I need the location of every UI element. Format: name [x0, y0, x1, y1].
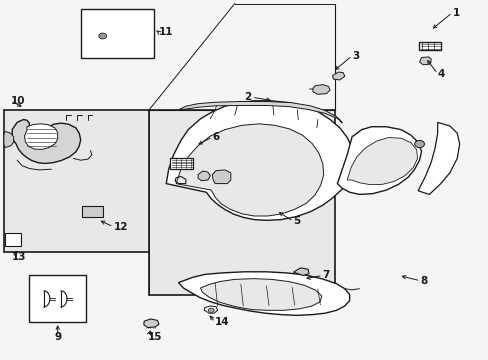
- Bar: [29, 275, 85, 322]
- Text: 3: 3: [351, 51, 359, 61]
- Bar: [82, 206, 102, 217]
- Polygon shape: [346, 138, 417, 185]
- Polygon shape: [178, 272, 349, 315]
- Circle shape: [414, 140, 424, 148]
- Circle shape: [208, 308, 214, 312]
- Text: 8: 8: [420, 276, 427, 286]
- Text: 9: 9: [54, 332, 61, 342]
- Text: 6: 6: [212, 132, 220, 142]
- Polygon shape: [417, 122, 459, 194]
- Polygon shape: [143, 319, 159, 328]
- Text: 10: 10: [11, 96, 25, 106]
- Text: 5: 5: [293, 216, 300, 226]
- Polygon shape: [419, 57, 430, 65]
- Polygon shape: [12, 120, 81, 163]
- Polygon shape: [176, 124, 323, 216]
- Text: 14: 14: [215, 317, 229, 327]
- Text: 12: 12: [113, 222, 128, 232]
- Text: 11: 11: [159, 27, 173, 37]
- Bar: [4, 110, 149, 252]
- Polygon shape: [293, 268, 308, 275]
- Polygon shape: [170, 158, 193, 169]
- Polygon shape: [166, 101, 354, 220]
- Polygon shape: [24, 124, 58, 149]
- Bar: [149, 110, 334, 295]
- Polygon shape: [212, 170, 230, 184]
- Polygon shape: [198, 171, 210, 181]
- Text: 4: 4: [437, 69, 444, 79]
- Circle shape: [99, 33, 106, 39]
- Bar: [418, 42, 440, 50]
- Polygon shape: [4, 131, 14, 148]
- Text: 2: 2: [244, 92, 251, 102]
- Text: 7: 7: [322, 270, 329, 280]
- Text: 15: 15: [148, 332, 163, 342]
- Bar: [81, 9, 154, 58]
- Polygon shape: [200, 279, 321, 310]
- Polygon shape: [337, 127, 421, 194]
- Polygon shape: [178, 102, 342, 123]
- Bar: [5, 233, 20, 246]
- Text: 1: 1: [451, 8, 459, 18]
- Polygon shape: [312, 85, 329, 94]
- Text: 13: 13: [12, 252, 27, 262]
- Polygon shape: [332, 72, 344, 80]
